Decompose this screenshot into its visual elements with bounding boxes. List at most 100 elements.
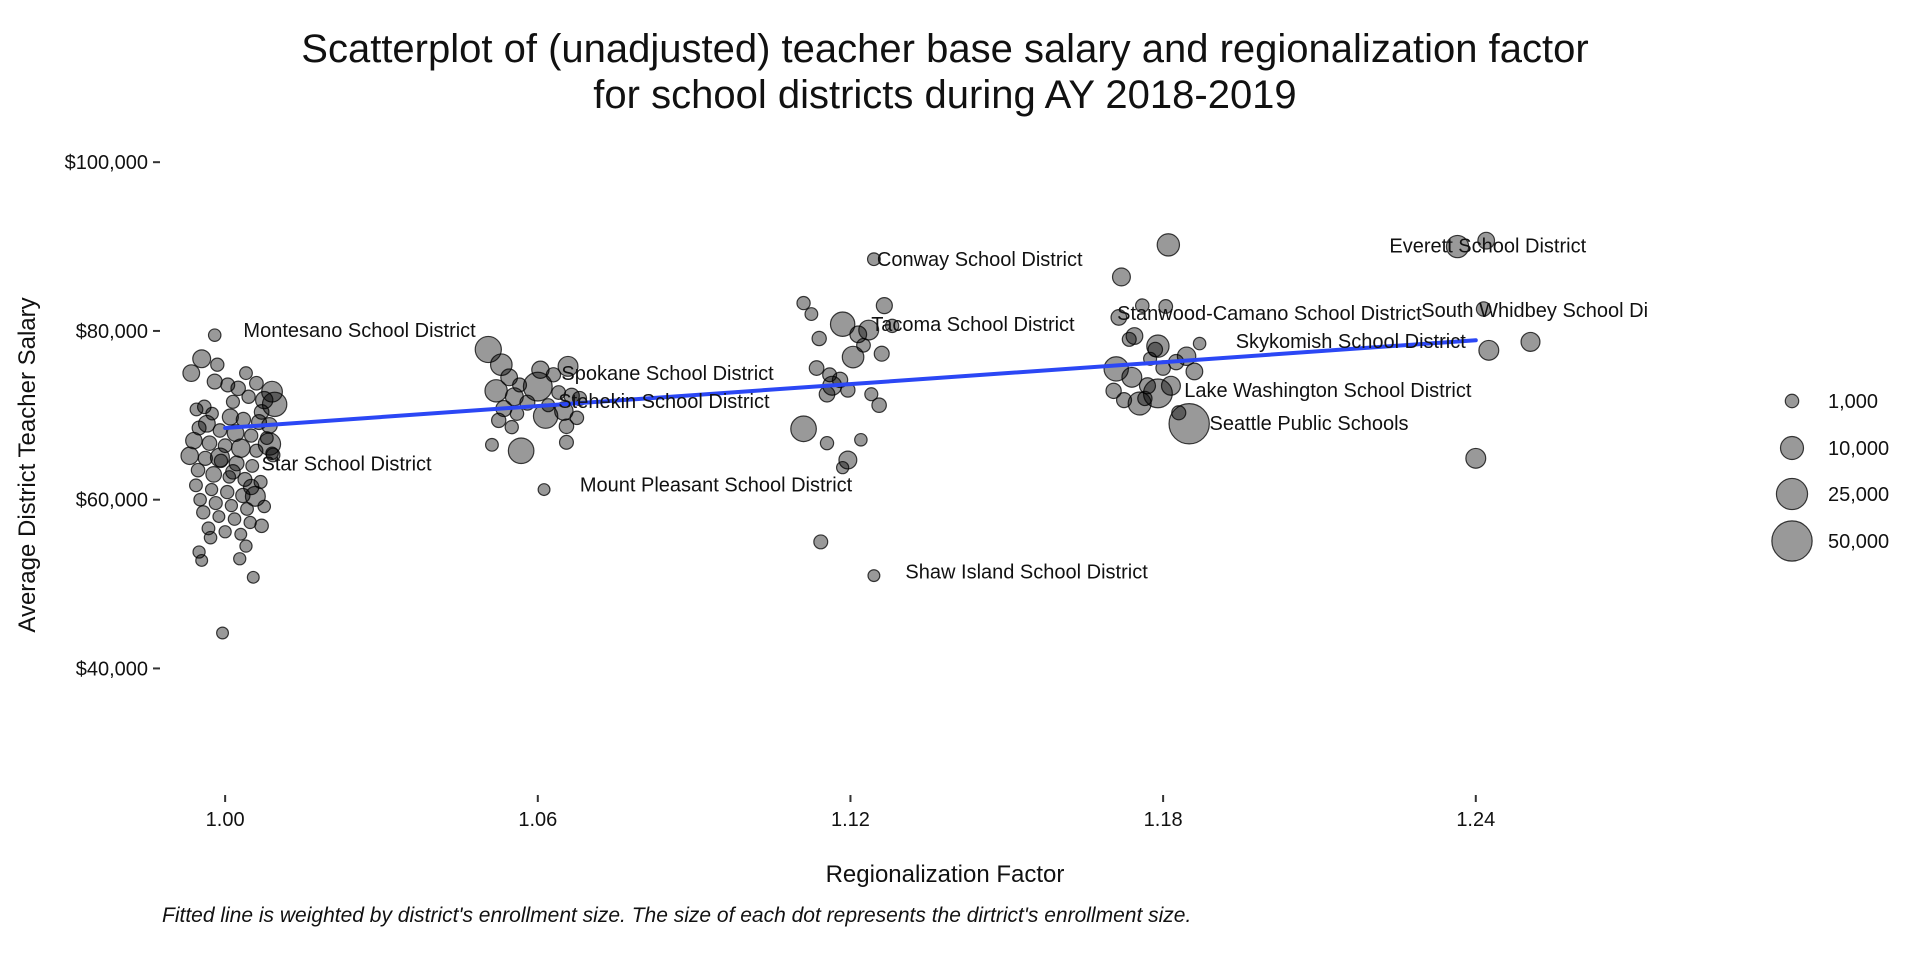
data-point: [854, 432, 868, 447]
data-point: [864, 387, 879, 402]
data-point: [228, 455, 245, 472]
data-point: [197, 414, 216, 433]
x-tick-label: 1.00: [206, 809, 245, 831]
data-point: [233, 552, 247, 566]
data-point: [201, 435, 218, 451]
y-tick-label: $40,000: [76, 658, 148, 680]
district-label: Seattle Public Schools: [1210, 413, 1409, 435]
data-point: [209, 447, 230, 468]
data-point: [203, 530, 218, 545]
data-point: [1192, 336, 1207, 351]
district-label: Tacoma School District: [871, 314, 1075, 336]
data-point: [225, 464, 241, 480]
y-tick-label: $80,000: [76, 321, 148, 343]
data-point: [257, 432, 282, 456]
data-point: [1146, 334, 1170, 358]
x-tick-label: 1.24: [1456, 809, 1495, 831]
data-point: [490, 412, 507, 429]
data-point: [557, 355, 579, 377]
data-point: [197, 450, 213, 466]
x-tick-label: 1.06: [518, 809, 557, 831]
data-point: [558, 418, 575, 435]
data-point: [537, 483, 551, 497]
data-point: [790, 415, 817, 443]
district-label: Montesano School District: [243, 320, 476, 342]
x-axis: 1.00 1.06 1.12 1.18 1.24: [206, 795, 1495, 831]
data-point: [1142, 378, 1173, 409]
data-point: [205, 465, 223, 483]
data-point: [484, 379, 508, 403]
data-point: [811, 330, 827, 347]
data-point: [206, 373, 223, 390]
data-point: [240, 502, 254, 516]
data-point: [866, 252, 881, 267]
data-point: [875, 297, 893, 315]
district-label: Stehekin School District: [558, 391, 770, 413]
data-point: [239, 366, 253, 381]
data-point: [1158, 299, 1174, 314]
data-point: [241, 389, 256, 404]
data-point: [804, 307, 819, 322]
legend-label: 25,000: [1828, 484, 1889, 506]
data-point: [818, 385, 836, 403]
data-point: [249, 443, 264, 458]
data-point: [207, 328, 222, 342]
data-point: [220, 484, 235, 500]
district-label: Everett School District: [1389, 236, 1586, 258]
data-point: [569, 410, 585, 426]
district-label: Shaw Island School District: [905, 561, 1148, 583]
data-point: [227, 512, 242, 526]
data-point: [1110, 309, 1128, 326]
legend: 1,000 10,000 25,000 50,000: [1771, 391, 1889, 562]
data-point: [504, 419, 519, 435]
data-point: [808, 360, 825, 376]
data-point: [242, 478, 260, 496]
legend-swatch: [1779, 435, 1805, 461]
data-point: [208, 495, 223, 511]
data-point: [1520, 331, 1541, 352]
data-point: [841, 345, 865, 369]
chart-title-line-1: Scatterplot of (unadjusted) teacher base…: [301, 27, 1588, 71]
district-label: Stanwood-Camano School District: [1117, 303, 1422, 325]
data-point: [796, 295, 811, 311]
legend-swatch: [1784, 393, 1800, 409]
data-point: [212, 423, 228, 438]
data-point: [1105, 382, 1122, 400]
data-point: [507, 437, 535, 465]
chart-caption: Fitted line is weighted by district's en…: [162, 904, 1191, 927]
legend-label: 10,000: [1828, 438, 1889, 460]
data-point: [1445, 234, 1470, 259]
data-point: [224, 498, 239, 513]
data-point: [180, 446, 200, 466]
data-point: [230, 438, 251, 459]
data-point: [189, 402, 204, 417]
district-label: Skykomish School District: [1236, 331, 1467, 353]
data-point: [234, 527, 248, 541]
data-point: [1477, 231, 1496, 250]
data-point: [190, 462, 206, 478]
data-point: [871, 397, 887, 413]
x-tick-label: 1.12: [831, 809, 870, 831]
data-point: [1475, 301, 1492, 317]
data-point: [195, 553, 209, 567]
data-point: [867, 569, 881, 583]
data-point: [243, 428, 259, 443]
data-point: [835, 460, 850, 475]
fitted-line: [223, 338, 1478, 430]
y-axis: $40,000 $60,000 $80,000 $100,000: [65, 152, 160, 680]
data-point: [819, 435, 835, 451]
district-label: Mount Pleasant School District: [580, 475, 853, 497]
data-point: [1121, 331, 1137, 347]
legend-label: 1,000: [1828, 391, 1878, 413]
data-point: [813, 534, 829, 550]
chart-title: Scatterplot of (unadjusted) teacher base…: [301, 27, 1588, 117]
data-point: [245, 458, 260, 473]
district-label: Spokane School District: [561, 363, 774, 385]
district-label: Star School District: [262, 453, 432, 475]
x-tick-label: 1.18: [1144, 809, 1183, 831]
data-point: [254, 518, 269, 534]
data-point: [205, 406, 219, 421]
data-points: [180, 231, 1541, 640]
data-point: [1168, 402, 1210, 445]
